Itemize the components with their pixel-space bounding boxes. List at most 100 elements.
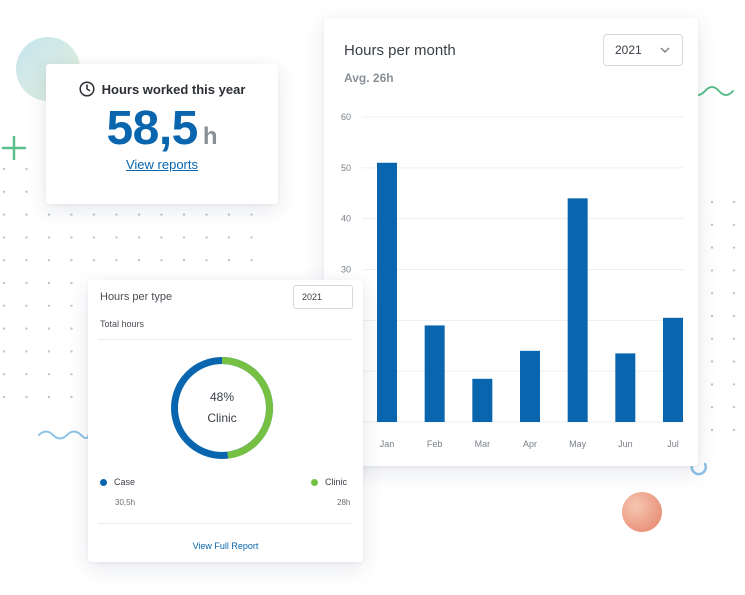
decor-dot: [115, 213, 118, 216]
decor-dot: [732, 314, 736, 318]
decor-dot: [2, 304, 6, 307]
decor-dot: [710, 200, 714, 204]
decor-dot: [732, 246, 736, 249]
total-hours-label: Total hours: [100, 319, 145, 329]
decor-dot: [2, 327, 6, 330]
decor-dot: [250, 259, 253, 262]
decor-circle-peach: [622, 492, 662, 532]
decor-dot: [732, 292, 736, 295]
decor-dot: [70, 327, 73, 330]
decor-dot: [47, 350, 51, 353]
decor-dot-grid-right: [710, 200, 736, 432]
x-tick-label: Jun: [618, 439, 633, 449]
y-tick-label: 40: [341, 214, 351, 224]
decor-dot: [710, 360, 714, 363]
hours-worked-unit: h: [202, 123, 218, 150]
decor-dot: [25, 395, 28, 399]
decor-dot: [47, 236, 51, 239]
decor-dot: [732, 360, 736, 363]
decor-dot: [227, 236, 231, 239]
decor-dot: [115, 259, 118, 262]
decor-dot: [70, 373, 73, 376]
bar-mar: [472, 378, 493, 422]
decor-dot: [47, 373, 51, 376]
decor-dot: [25, 327, 28, 330]
bar-jan: [377, 162, 397, 422]
decor-dot: [47, 327, 51, 330]
decor-dot: [227, 259, 231, 262]
x-tick-label: Jul: [667, 439, 679, 449]
month-year-select[interactable]: 2021: [603, 34, 683, 66]
decor-dot: [732, 406, 736, 409]
legend-dot-clinic: [311, 478, 318, 486]
decor-dot: [47, 259, 51, 262]
type-card-title: Hours per type: [100, 291, 173, 303]
decor-dot: [25, 236, 28, 239]
decor-dot: [182, 259, 186, 262]
view-full-report-link[interactable]: View Full Report: [192, 541, 259, 551]
view-reports-link[interactable]: View reports: [125, 157, 198, 172]
bar-apr: [520, 350, 540, 422]
legend-item-case: Case: [100, 477, 135, 487]
hours-worked-card: Hours worked this year 58,5 h View repor…: [46, 64, 278, 204]
decor-plus-icon: [1, 135, 27, 161]
month-year-value: 2021: [615, 43, 642, 57]
hours-worked-header: Hours worked this year: [46, 81, 278, 97]
type-year-value: 2021: [302, 292, 323, 302]
decor-dot: [25, 167, 28, 171]
decor-dot: [2, 167, 6, 171]
bar-jul: [663, 317, 683, 422]
decor-dot: [160, 213, 163, 216]
decor-dot: [25, 373, 28, 376]
y-tick-label: 30: [341, 265, 351, 275]
decor-dot: [205, 236, 208, 239]
decor-dot: [710, 223, 714, 226]
decor-dot: [137, 213, 141, 216]
legend-label-case: Case: [114, 477, 136, 487]
legend-label-clinic: Clinic: [325, 477, 348, 487]
donut-center-label: Clinic: [207, 411, 237, 425]
decor-dot: [137, 236, 141, 239]
legend-dot-case: [100, 478, 107, 486]
bar-may: [567, 198, 588, 422]
decor-dot: [250, 236, 253, 239]
type-year-select[interactable]: 2021: [293, 285, 353, 309]
decor-dot: [25, 190, 28, 193]
decor-dot: [710, 337, 714, 340]
hours-type-donut-chart: [171, 357, 273, 459]
bar-feb: [424, 325, 445, 422]
decor-dot: [710, 428, 714, 432]
decor-dot: [25, 259, 28, 262]
decor-dot: [710, 292, 714, 295]
x-tick-label: Jan: [380, 439, 395, 449]
x-tick-label: Apr: [523, 439, 537, 449]
hours-worked-title: Hours worked this year: [101, 81, 246, 97]
decor-dot: [25, 281, 28, 285]
x-tick-label: May: [569, 439, 587, 449]
decor-dot: [70, 304, 73, 307]
decor-dot: [710, 383, 714, 386]
legend-value-case: 30,5h: [115, 498, 136, 507]
decor-dot: [710, 314, 714, 318]
decor-dot: [47, 213, 51, 216]
decor-dot: [25, 350, 28, 353]
decor-dot: [115, 236, 118, 239]
hours-per-month-chart: 0102030405060JanFebMarAprMayJunJul: [341, 112, 684, 449]
decor-dot: [92, 259, 96, 262]
decor-dot: [710, 406, 714, 409]
decor-dot: [732, 223, 736, 226]
chevron-down-icon: [660, 47, 670, 53]
donut-segment-clinic: [171, 357, 273, 459]
decor-dot: [205, 259, 208, 262]
decor-dot: [2, 350, 6, 353]
decor-dot: [732, 269, 736, 272]
decor-dot: [2, 373, 6, 376]
decor-dot: [70, 236, 73, 239]
hours-worked-value: 58,5: [106, 102, 198, 155]
decor-dot: [227, 213, 231, 216]
decor-dot: [137, 259, 141, 262]
decor-dot: [2, 259, 6, 262]
decor-dot: [92, 236, 96, 239]
clock-icon: [79, 81, 95, 97]
decor-dot: [732, 200, 736, 204]
